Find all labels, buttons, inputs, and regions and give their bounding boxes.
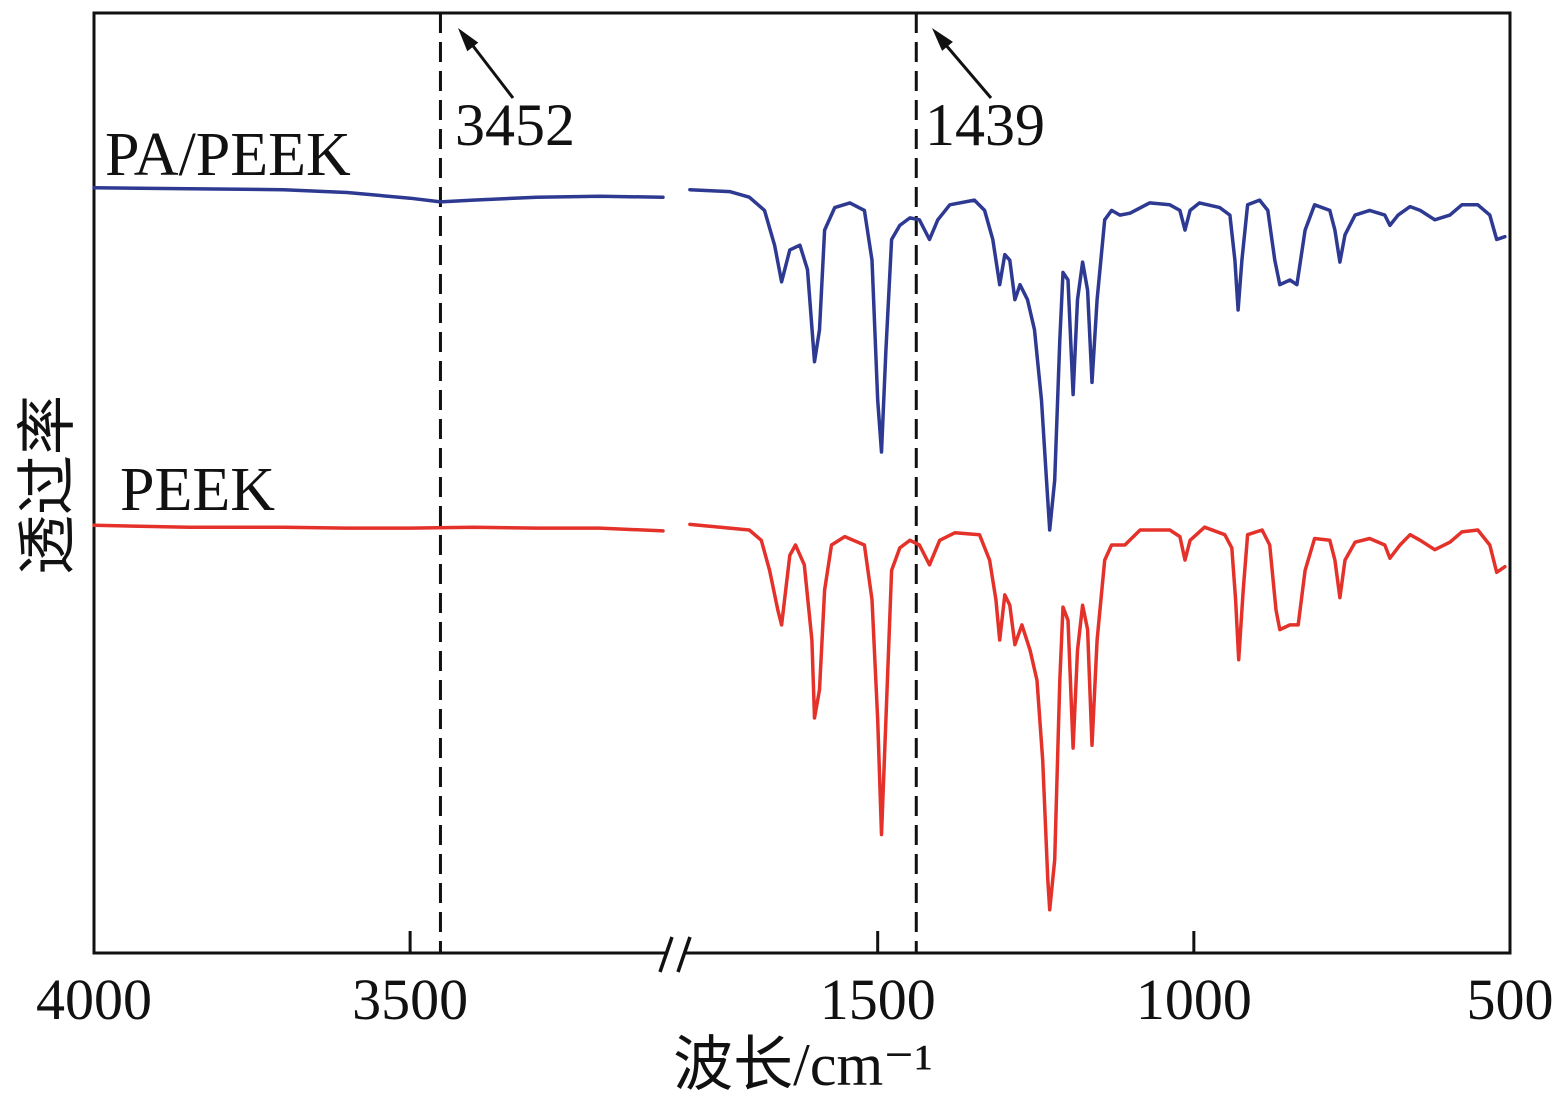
annotation-arrow-3452	[468, 41, 515, 99]
series-label-peek: PEEK	[120, 456, 275, 524]
annotation-label-1439: 1439	[925, 92, 1045, 158]
annotation-arrow-1439	[943, 43, 993, 99]
series-line-peek-segment-2	[688, 522, 1507, 912]
series-line-pa-peek-segment-1	[92, 186, 665, 204]
axis-break-mark-1	[658, 936, 674, 973]
annotation-arrowhead-1439	[932, 28, 953, 51]
x-tick-label-4000: 4000	[36, 967, 152, 1032]
annotation-arrowhead-3452	[458, 28, 479, 52]
x-tick-label-1500: 1500	[820, 967, 936, 1032]
plot-frame	[92, 11, 1512, 955]
x-tick-label-3500: 3500	[352, 967, 468, 1032]
x-axis-ticks: 4000 3500 1500 1000 500	[36, 931, 1554, 1032]
y-axis-label: 透过率	[15, 395, 81, 575]
series-group	[92, 186, 1507, 912]
annotation-label-3452: 3452	[455, 92, 575, 158]
annotation-lines	[438, 13, 918, 953]
axis-break-mark-2	[676, 936, 692, 973]
axis-break-gap	[668, 948, 683, 958]
x-tick-label-500: 500	[1467, 967, 1554, 1032]
x-axis-label: 波长/cm⁻¹	[673, 1032, 933, 1098]
series-line-peek-segment-1	[92, 523, 665, 533]
series-line-pa-peek-segment-2	[688, 187, 1507, 532]
series-label-pa-peek: PA/PEEK	[105, 121, 351, 189]
x-tick-label-1000: 1000	[1136, 967, 1252, 1032]
